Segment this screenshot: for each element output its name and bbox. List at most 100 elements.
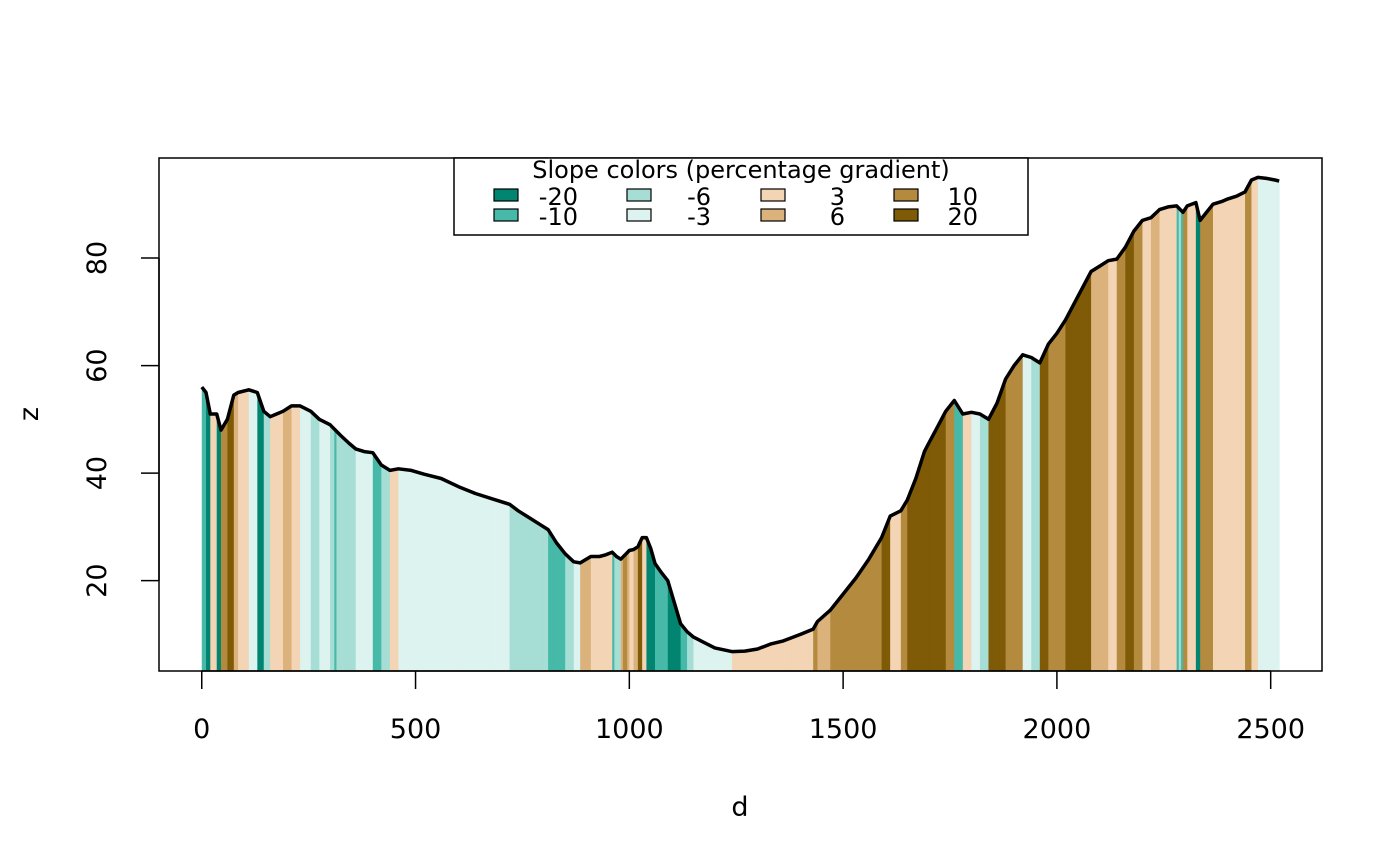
slope-band bbox=[1103, 262, 1107, 671]
slope-band bbox=[208, 403, 211, 671]
slope-band bbox=[939, 419, 942, 671]
slope-band bbox=[449, 482, 453, 671]
slope-band bbox=[330, 424, 333, 671]
slope-band bbox=[1140, 220, 1143, 671]
legend-swatch bbox=[626, 188, 652, 202]
slope-band bbox=[967, 412, 970, 671]
slope-band bbox=[879, 537, 882, 671]
slope-band bbox=[941, 415, 944, 671]
slope-band bbox=[1065, 315, 1068, 671]
slope-band bbox=[255, 391, 258, 671]
slope-band bbox=[466, 490, 470, 671]
slope-band bbox=[1114, 259, 1118, 671]
slope-band bbox=[334, 429, 337, 671]
slope-band bbox=[1245, 187, 1248, 671]
slope-band bbox=[702, 641, 705, 671]
slope-band bbox=[323, 421, 327, 671]
slope-band bbox=[900, 507, 904, 671]
slope-band bbox=[924, 447, 927, 671]
slope-band bbox=[582, 560, 585, 671]
slope-band bbox=[785, 639, 788, 671]
slope-band bbox=[945, 408, 949, 671]
slope-band bbox=[674, 602, 677, 671]
slope-band bbox=[417, 472, 421, 671]
slope-band bbox=[1048, 341, 1051, 671]
slope-band bbox=[669, 587, 673, 671]
slope-band bbox=[379, 461, 382, 671]
slope-band bbox=[1118, 253, 1122, 671]
slope-band bbox=[1097, 266, 1101, 671]
slope-band bbox=[862, 565, 865, 671]
slope-band bbox=[571, 559, 575, 671]
slope-band bbox=[588, 556, 592, 671]
slope-band bbox=[530, 518, 534, 671]
x-axis-label: d bbox=[731, 792, 748, 823]
slope-band bbox=[650, 548, 654, 671]
slope-band bbox=[498, 500, 502, 671]
slope-band bbox=[682, 626, 686, 671]
slope-band bbox=[246, 389, 250, 671]
slope-band bbox=[306, 409, 310, 671]
slope-band bbox=[223, 422, 226, 671]
slope-band bbox=[451, 483, 455, 671]
slope-band bbox=[868, 555, 872, 671]
slope-band bbox=[317, 417, 320, 671]
slope-band bbox=[789, 637, 793, 671]
slope-band bbox=[864, 562, 868, 671]
slope-band bbox=[753, 649, 756, 671]
x-tick-label: 500 bbox=[390, 714, 442, 745]
slope-band bbox=[302, 406, 305, 671]
slope-band bbox=[212, 413, 215, 671]
slope-band bbox=[853, 577, 857, 671]
slope-band bbox=[584, 559, 587, 671]
slope-band bbox=[1221, 200, 1225, 671]
slope-band bbox=[622, 554, 626, 671]
slope-band bbox=[227, 411, 230, 671]
slope-band bbox=[216, 413, 220, 671]
slope-band bbox=[821, 615, 825, 671]
slope-band bbox=[1020, 354, 1024, 671]
slope-band bbox=[687, 631, 690, 671]
slope-band bbox=[321, 420, 325, 671]
slope-band bbox=[310, 411, 314, 671]
slope-band bbox=[1242, 191, 1246, 671]
slope-band bbox=[280, 411, 284, 671]
slope-band bbox=[528, 517, 532, 671]
slope-band bbox=[477, 494, 481, 671]
slope-band bbox=[516, 509, 519, 671]
slope-band bbox=[1146, 218, 1150, 672]
legend-label: -6 bbox=[687, 183, 711, 211]
slope-band bbox=[295, 405, 299, 671]
slope-band bbox=[1110, 259, 1113, 671]
slope-band bbox=[691, 635, 694, 671]
slope-band bbox=[1212, 203, 1216, 671]
slope-band bbox=[265, 413, 269, 671]
slope-band bbox=[1033, 358, 1036, 671]
slope-band bbox=[796, 635, 799, 671]
slope-band bbox=[663, 575, 667, 671]
slope-band bbox=[836, 599, 840, 671]
slope-band bbox=[990, 411, 994, 671]
slope-band bbox=[913, 478, 917, 671]
slope-band bbox=[652, 555, 656, 671]
slope-band bbox=[1230, 197, 1233, 671]
slope-band bbox=[881, 532, 885, 671]
slope-band bbox=[994, 403, 998, 671]
slope-band bbox=[1234, 196, 1237, 671]
slope-band bbox=[977, 413, 981, 671]
slope-band bbox=[1001, 385, 1004, 671]
slope-band bbox=[342, 437, 346, 671]
legend-label: -10 bbox=[539, 203, 578, 231]
slope-band bbox=[1054, 333, 1058, 671]
slope-band bbox=[764, 645, 767, 671]
slope-band bbox=[1082, 283, 1086, 671]
slope-band bbox=[1084, 279, 1088, 671]
slope-band bbox=[1108, 260, 1111, 671]
slope-band bbox=[776, 641, 780, 671]
slope-band bbox=[353, 447, 357, 671]
slope-band bbox=[1217, 202, 1220, 672]
slope-band bbox=[907, 494, 910, 671]
slope-band bbox=[610, 552, 613, 671]
slope-band bbox=[1101, 263, 1105, 671]
slope-band bbox=[736, 651, 739, 671]
